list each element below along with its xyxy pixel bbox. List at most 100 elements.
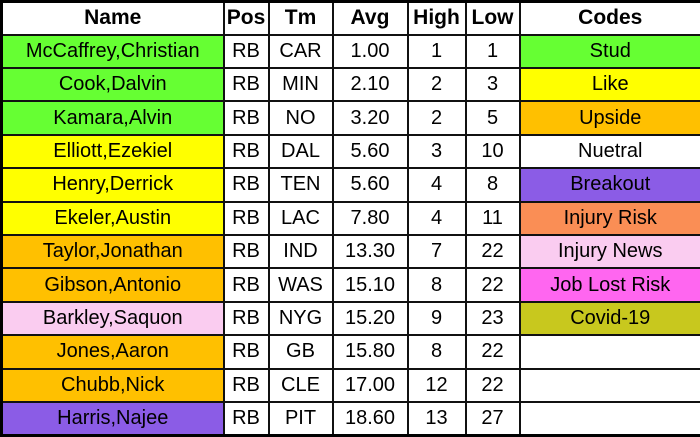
- column-header-high: High: [406, 0, 467, 36]
- team-cell: TEN: [267, 167, 334, 203]
- team-cell: WAS: [267, 267, 334, 303]
- avg-rank-cell: 5.60: [331, 167, 409, 203]
- high-rank-cell: 2: [406, 100, 467, 136]
- column-header-name: Name: [0, 0, 225, 36]
- team-cell: DAL: [267, 133, 334, 170]
- low-rank-cell: 8: [464, 167, 521, 203]
- low-rank-cell: 22: [464, 233, 521, 270]
- team-cell: GB: [267, 334, 334, 370]
- table-row: Barkley,Saquon RB NYG 15.20 9 23 Covid-19: [0, 300, 700, 337]
- low-rank-cell: 3: [464, 66, 521, 103]
- high-rank-cell: 3: [406, 133, 467, 170]
- table-row: Jones,Aaron RB GB 15.80 8 22: [0, 334, 700, 370]
- position-cell: RB: [222, 367, 270, 403]
- code-cell: Job Lost Risk: [518, 267, 700, 303]
- high-rank-cell: 7: [406, 233, 467, 270]
- high-rank-cell: 2: [406, 66, 467, 103]
- code-cell: [518, 334, 700, 370]
- team-cell: CAR: [267, 33, 334, 69]
- position-cell: RB: [222, 167, 270, 203]
- low-rank-cell: 10: [464, 133, 521, 170]
- code-cell: [518, 400, 700, 437]
- low-rank-cell: 27: [464, 400, 521, 437]
- table-row: Harris,Najee RB PIT 18.60 13 27: [0, 400, 700, 437]
- low-rank-cell: 23: [464, 300, 521, 337]
- table-row: McCaffrey,Christian RB CAR 1.00 1 1 Stud: [0, 33, 700, 69]
- high-rank-cell: 9: [406, 300, 467, 337]
- column-header-codes: Codes: [518, 0, 700, 36]
- code-cell: Upside: [518, 100, 700, 136]
- low-rank-cell: 1: [464, 33, 521, 69]
- player-name-cell: Kamara,Alvin: [0, 100, 225, 136]
- table-row: Elliott,Ezekiel RB DAL 5.60 3 10 Nuetral: [0, 133, 700, 170]
- player-name-cell: Cook,Dalvin: [0, 66, 225, 103]
- low-rank-cell: 22: [464, 334, 521, 370]
- table-row: Chubb,Nick RB CLE 17.00 12 22: [0, 367, 700, 403]
- code-cell: Injury Risk: [518, 200, 700, 236]
- team-cell: CLE: [267, 367, 334, 403]
- avg-rank-cell: 18.60: [331, 400, 409, 437]
- column-header-avg: Avg: [331, 0, 409, 36]
- avg-rank-cell: 1.00: [331, 33, 409, 69]
- code-cell: Stud: [518, 33, 700, 69]
- position-cell: RB: [222, 66, 270, 103]
- team-cell: LAC: [267, 200, 334, 236]
- position-cell: RB: [222, 233, 270, 270]
- player-name-cell: Gibson,Antonio: [0, 267, 225, 303]
- player-name-cell: Chubb,Nick: [0, 367, 225, 403]
- table-row: Taylor,Jonathan RB IND 13.30 7 22 Injury News: [0, 233, 700, 270]
- table-row: Gibson,Antonio RB WAS 15.10 8 22 Job Lost Risk: [0, 267, 700, 303]
- avg-rank-cell: 13.30: [331, 233, 409, 270]
- team-cell: IND: [267, 233, 334, 270]
- table-row: Kamara,Alvin RB NO 3.20 2 5 Upside: [0, 100, 700, 136]
- player-name-cell: Ekeler,Austin: [0, 200, 225, 236]
- low-rank-cell: 22: [464, 367, 521, 403]
- code-cell: Covid-19: [518, 300, 700, 337]
- low-rank-cell: 22: [464, 267, 521, 303]
- position-cell: RB: [222, 400, 270, 437]
- high-rank-cell: 8: [406, 334, 467, 370]
- avg-rank-cell: 15.80: [331, 334, 409, 370]
- code-cell: Breakout: [518, 167, 700, 203]
- avg-rank-cell: 17.00: [331, 367, 409, 403]
- code-cell: Nuetral: [518, 133, 700, 170]
- position-cell: RB: [222, 334, 270, 370]
- position-cell: RB: [222, 300, 270, 337]
- high-rank-cell: 13: [406, 400, 467, 437]
- table-row: Cook,Dalvin RB MIN 2.10 2 3 Like: [0, 66, 700, 103]
- team-cell: MIN: [267, 66, 334, 103]
- avg-rank-cell: 3.20: [331, 100, 409, 136]
- high-rank-cell: 1: [406, 33, 467, 69]
- position-cell: RB: [222, 267, 270, 303]
- player-name-cell: Henry,Derrick: [0, 167, 225, 203]
- position-cell: RB: [222, 133, 270, 170]
- table-body: McCaffrey,Christian RB CAR 1.00 1 1 Stud Cook,D…: [0, 33, 700, 437]
- position-cell: RB: [222, 33, 270, 69]
- table-header: Name Pos Tm Avg High Low Codes: [0, 0, 700, 36]
- header-row: Name Pos Tm Avg High Low Codes: [0, 0, 700, 36]
- high-rank-cell: 4: [406, 200, 467, 236]
- position-cell: RB: [222, 100, 270, 136]
- team-cell: NO: [267, 100, 334, 136]
- code-cell: Injury News: [518, 233, 700, 270]
- table-row: Henry,Derrick RB TEN 5.60 4 8 Breakout: [0, 167, 700, 203]
- code-cell: Like: [518, 66, 700, 103]
- player-name-cell: Harris,Najee: [0, 400, 225, 437]
- column-header-low: Low: [464, 0, 521, 36]
- high-rank-cell: 8: [406, 267, 467, 303]
- team-cell: NYG: [267, 300, 334, 337]
- low-rank-cell: 5: [464, 100, 521, 136]
- player-name-cell: McCaffrey,Christian: [0, 33, 225, 69]
- table-row: Ekeler,Austin RB LAC 7.80 4 11 Injury Risk: [0, 200, 700, 236]
- player-name-cell: Elliott,Ezekiel: [0, 133, 225, 170]
- high-rank-cell: 4: [406, 167, 467, 203]
- player-name-cell: Taylor,Jonathan: [0, 233, 225, 270]
- position-cell: RB: [222, 200, 270, 236]
- avg-rank-cell: 15.20: [331, 300, 409, 337]
- avg-rank-cell: 7.80: [331, 200, 409, 236]
- team-cell: PIT: [267, 400, 334, 437]
- column-header-tm: Tm: [267, 0, 334, 36]
- low-rank-cell: 11: [464, 200, 521, 236]
- high-rank-cell: 12: [406, 367, 467, 403]
